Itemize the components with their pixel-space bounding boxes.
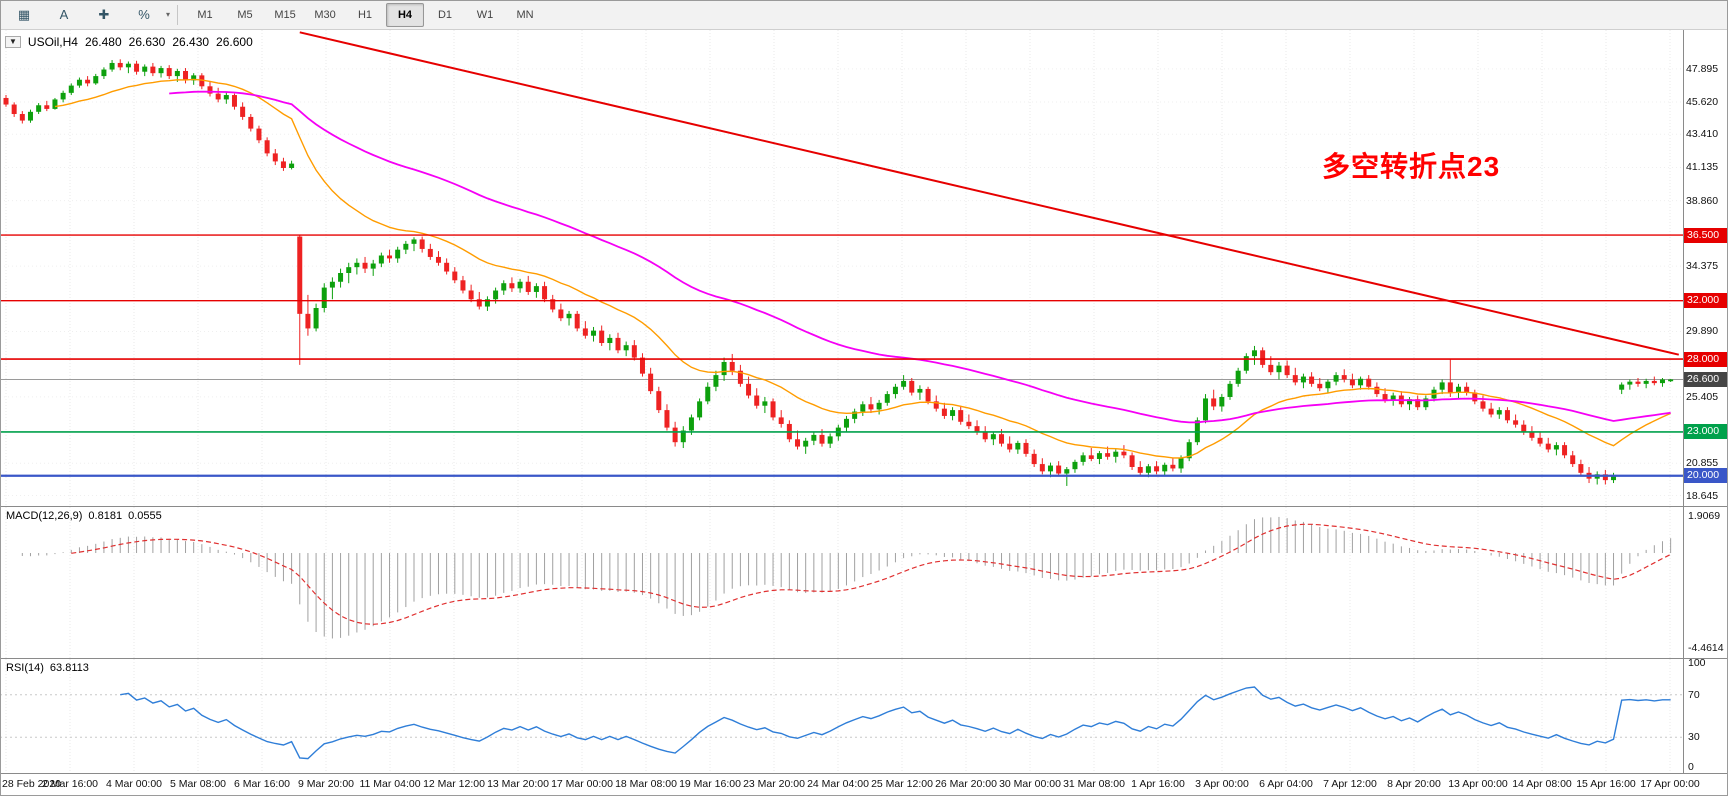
trend-line[interactable]: [299, 31, 1680, 356]
price-tick-label: 41.135: [1686, 161, 1719, 173]
price-tick-label: 43.410: [1686, 128, 1719, 140]
ohlc-low: 26.430: [172, 35, 210, 49]
chart-text-annotation[interactable]: 多空转折点23: [1322, 151, 1501, 182]
toolbar-separator: [177, 4, 179, 25]
rsi-scale-0: 0: [1688, 761, 1694, 773]
macd-name: MACD(12,26,9): [6, 510, 83, 522]
text-annotation-icon[interactable]: A: [59, 7, 69, 22]
rsi-scale-70: 70: [1688, 689, 1700, 701]
timeframe-button-D1[interactable]: D1: [437, 8, 453, 21]
macd-value-signal: 0.0555: [128, 510, 162, 522]
time-axis-label: 4 Mar 00:00: [105, 778, 163, 790]
time-axis-label: 8 Apr 20:00: [1387, 778, 1441, 790]
price-axis[interactable]: 47.895 45.620 43.410 41.135 38.860 34.375 29.8…: [1684, 0, 1728, 796]
ma-slow-line: [169, 90, 1671, 424]
rsi-name: RSI(14): [6, 662, 44, 674]
time-axis-label: 5 Mar 08:00: [169, 778, 227, 790]
timeframe-toolbar: M1 M5 M15 M30 H1 H4 D1 W1 MN: [185, 2, 545, 27]
time-axis-label: 15 Apr 16:00: [1576, 778, 1636, 790]
ohlc-open: 26.480: [84, 35, 122, 49]
time-axis-label: 24 Mar 04:00: [807, 778, 869, 790]
timeframe-button-M5[interactable]: M5: [237, 8, 253, 21]
macd-value-main: 0.8181: [88, 510, 123, 522]
price-tick-label: 45.620: [1686, 96, 1719, 108]
rsi-label: RSI(14) 63.8113: [6, 662, 89, 674]
macd-label: MACD(12,26,9) 0.8181 0.0555: [6, 510, 162, 522]
ma-fast-line: [54, 78, 1671, 459]
horizontal-level-lines[interactable]: [0, 234, 1683, 477]
rsi-level-lines: [0, 694, 1683, 738]
price-level-badge: 20.000: [1684, 468, 1727, 483]
price-tick-label: 38.860: [1686, 195, 1719, 207]
timeframe-button-M30[interactable]: M30: [314, 8, 336, 21]
macd-scale-min: -4.4614: [1688, 642, 1724, 654]
price-axis-separator: [1683, 30, 1684, 774]
toolbar: ▦ A ✚% ▾ M1 M5 M15 M30 H1 H4 D1 W1 MN: [0, 0, 1728, 30]
price-chart-panel[interactable]: ▼ USOil,H4 26.480 26.630 26.430 26.600 多…: [0, 30, 1728, 507]
price-level-badge: 32.000: [1684, 293, 1727, 308]
price-tick-label: 18.645: [1686, 490, 1719, 502]
time-axis-label: 17 Mar 00:00: [551, 778, 613, 790]
charts-grid-icon[interactable]: ▦: [17, 6, 31, 22]
time-axis-label: 3 Apr 00:00: [1195, 778, 1249, 790]
macd-signal-line: [71, 523, 1671, 625]
time-axis-label: 7 Apr 12:00: [1323, 778, 1377, 790]
time-axis-label: 17 Apr 00:00: [1640, 778, 1700, 790]
timeframe-button-MN[interactable]: MN: [516, 8, 534, 21]
rsi-value: 63.8113: [49, 662, 89, 674]
time-axis-label: 31 Mar 08:00: [1063, 778, 1125, 790]
timeframe-button-W1[interactable]: W1: [476, 8, 494, 21]
toolbar-dropdown-caret[interactable]: ▾: [166, 10, 171, 19]
grid-lines: [0, 30, 1683, 506]
price-level-badge: 28.000: [1684, 352, 1727, 367]
time-axis-label: 2 Mar 16:00: [41, 778, 99, 790]
timeframe-button-H4[interactable]: H4: [386, 2, 425, 27]
macd-histogram: [21, 516, 1672, 639]
chart-symbol-period: USOil,H4: [27, 35, 78, 49]
chart-header: ▼ USOil,H4 26.480 26.630 26.430 26.600: [5, 35, 253, 49]
rsi-scale-30: 30: [1688, 731, 1700, 743]
time-axis-label: 6 Apr 04:00: [1259, 778, 1313, 790]
time-axis-label: 12 Mar 12:00: [423, 778, 485, 790]
timeframe-button-M15[interactable]: M15: [274, 8, 296, 21]
time-axis-label: 28 Feb 2020: [2, 778, 61, 790]
time-axis-label: 6 Mar 16:00: [233, 778, 291, 790]
percent-tool-icon[interactable]: %: [138, 7, 150, 22]
time-axis-label: 13 Apr 00:00: [1448, 778, 1508, 790]
timeframe-button-M1[interactable]: M1: [197, 8, 213, 21]
macd-panel: MACD(12,26,9) 0.8181 0.0555: [0, 507, 1728, 659]
rsi-grid-lines: [5, 659, 1671, 773]
rsi-panel: RSI(14) 63.8113: [0, 659, 1728, 774]
time-axis-label: 26 Mar 20:00: [935, 778, 997, 790]
candlestick-series: [3, 59, 1674, 486]
ohlc-close: 26.600: [216, 35, 253, 49]
price-level-badge: 23.000: [1684, 424, 1727, 439]
time-axis-label: 25 Mar 12:00: [871, 778, 933, 790]
ohlc-high: 26.630: [128, 35, 166, 49]
time-axis[interactable]: 28 Feb 2020 2 Mar 16:00 4 Mar 00:00 5 Mar 0…: [0, 774, 1728, 796]
chart-collapse-icon[interactable]: ▼: [5, 36, 21, 48]
time-axis-label: 1 Apr 16:00: [1131, 778, 1185, 790]
time-axis-label: 19 Mar 16:00: [679, 778, 741, 790]
time-axis-label: 23 Mar 20:00: [743, 778, 805, 790]
time-axis-label: 11 Mar 04:00: [359, 778, 421, 790]
time-axis-label: 9 Mar 20:00: [297, 778, 355, 790]
price-level-badge: 36.500: [1684, 228, 1727, 243]
price-tick-label: 29.890: [1686, 325, 1719, 337]
rsi-line: [120, 686, 1671, 760]
price-tick-label: 47.895: [1686, 63, 1719, 75]
time-axis-label: 13 Mar 20:00: [487, 778, 549, 790]
macd-scale-max: 1.9069: [1688, 510, 1721, 522]
crosshair-icon[interactable]: ✚: [98, 6, 110, 22]
price-tick-label: 20.855: [1686, 457, 1719, 469]
price-tick-label: 34.375: [1686, 260, 1719, 272]
current-price-badge: 26.600: [1684, 372, 1727, 387]
timeframe-button-H1[interactable]: H1: [357, 8, 373, 21]
time-axis-label: 18 Mar 08:00: [615, 778, 677, 790]
rsi-scale-100: 100: [1688, 657, 1706, 669]
time-axis-label: 30 Mar 00:00: [999, 778, 1061, 790]
price-tick-label: 25.405: [1686, 391, 1719, 403]
toolbar-icon-group: ▦ A ✚% ▾: [4, 3, 170, 27]
time-axis-label: 14 Apr 08:00: [1512, 778, 1572, 790]
